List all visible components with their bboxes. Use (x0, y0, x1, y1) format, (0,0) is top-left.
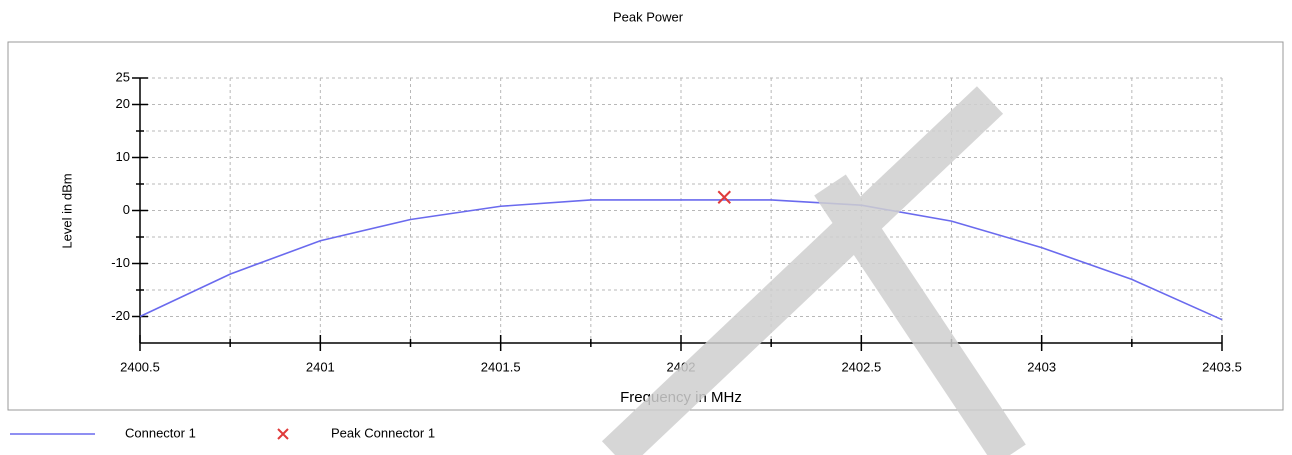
chart-frame (7, 41, 1284, 411)
x-tick-label: 2401.5 (481, 359, 521, 374)
y-tick-label: -20 (111, 308, 130, 323)
x-tick-label: 2401 (306, 359, 335, 374)
plot-area: -20-1001020252400.524012401.524022402.52… (111, 69, 1242, 374)
x-tick-label: 2402.5 (841, 359, 881, 374)
watermark-stroke (814, 174, 1026, 455)
y-tick-label: 10 (116, 149, 130, 164)
chart-title: Peak Power (613, 9, 684, 24)
x-tick-label: 2403 (1027, 359, 1056, 374)
x-tick-label: 2403.5 (1202, 359, 1242, 374)
watermark-stroke (601, 86, 1004, 455)
y-tick-label: 20 (116, 96, 130, 111)
legend-label: Peak Connector 1 (331, 425, 435, 440)
legend-label: Connector 1 (125, 425, 196, 440)
y-axis-label: Level in dBm (59, 173, 74, 248)
y-tick-label: 0 (123, 202, 130, 217)
y-tick-label: -10 (111, 255, 130, 270)
watermark (601, 86, 1026, 455)
series-line (139, 199, 1223, 321)
legend-symbol (277, 428, 289, 440)
x-tick-label: 2400.5 (120, 359, 160, 374)
peak-marker (717, 190, 731, 204)
y-tick-label: 25 (116, 69, 130, 84)
